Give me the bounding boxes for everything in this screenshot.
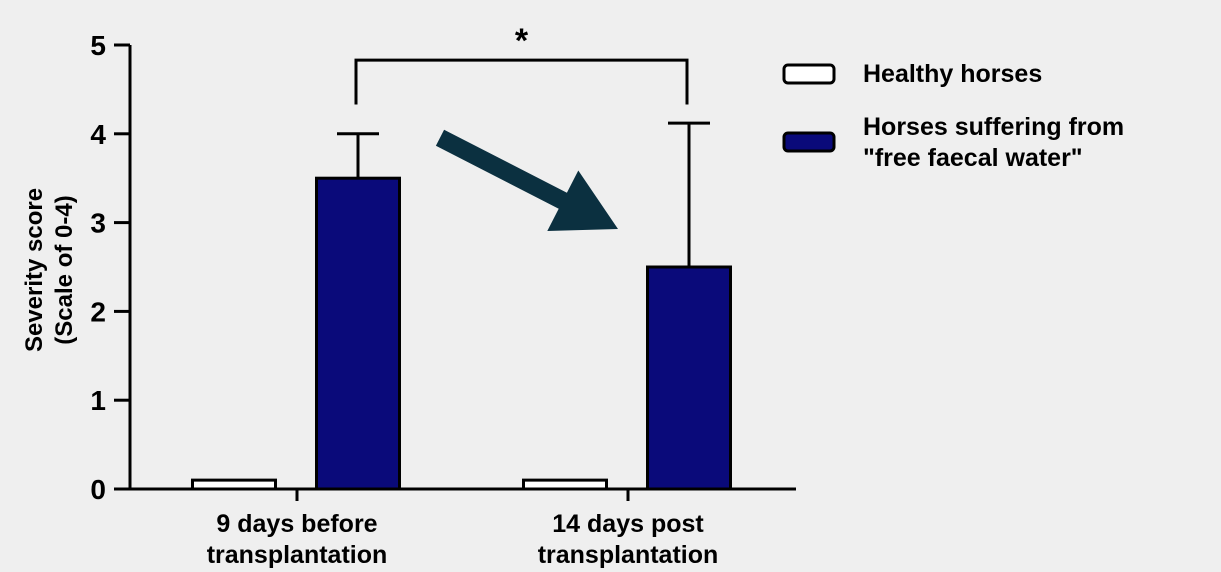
- significance-bracket-line: [354, 58, 689, 105]
- x-category-label-1-line2: transplantation: [538, 541, 719, 569]
- significance-mark: *: [515, 22, 529, 60]
- y-tick-label-3: 3: [90, 208, 106, 239]
- y-axis-title-line1: Severity score: [21, 188, 48, 352]
- decrease-arrow-icon: [435, 129, 618, 231]
- x-category-label-1-line1: 14 days post: [552, 510, 704, 538]
- bar-series0-cat0: [191, 478, 277, 491]
- legend-label-suffering-line2: "free faecal water": [863, 144, 1083, 172]
- bar-series1-cat1: [646, 265, 732, 491]
- y-axis-ticks: 0 1 2 3 4 5: [90, 30, 130, 505]
- legend-item-healthy: Healthy horses: [782, 60, 1042, 88]
- x-axis-category-labels: 9 days before transplantation 14 days post…: [207, 489, 719, 569]
- x-category-label-0-line1: 9 days before: [216, 510, 377, 538]
- legend-swatch-suffering: [782, 131, 836, 153]
- bars: [191, 121, 732, 491]
- y-axis-title-line2: (Scale of 0-4): [51, 195, 78, 344]
- y-tick-label-4: 4: [90, 119, 106, 150]
- y-tick-label-5: 5: [90, 30, 106, 61]
- x-category-label-0-line2: transplantation: [207, 541, 388, 569]
- legend-swatch-healthy: [782, 63, 836, 85]
- legend-item-suffering: Horses suffering from "free faecal water…: [782, 113, 1124, 172]
- bar-series0-cat1: [522, 478, 608, 491]
- legend-label-healthy: Healthy horses: [863, 60, 1042, 88]
- y-tick-label-0: 0: [90, 474, 106, 505]
- legend: Healthy horses Horses suffering from "fr…: [782, 60, 1124, 172]
- bar-series1-cat0: [315, 176, 401, 491]
- legend-label-suffering-line1: Horses suffering from: [863, 113, 1124, 141]
- y-tick-label-1: 1: [90, 385, 106, 416]
- significance-bracket: *: [354, 22, 689, 105]
- y-axis-title: Severity score (Scale of 0-4): [21, 188, 78, 352]
- y-tick-label-2: 2: [90, 296, 106, 327]
